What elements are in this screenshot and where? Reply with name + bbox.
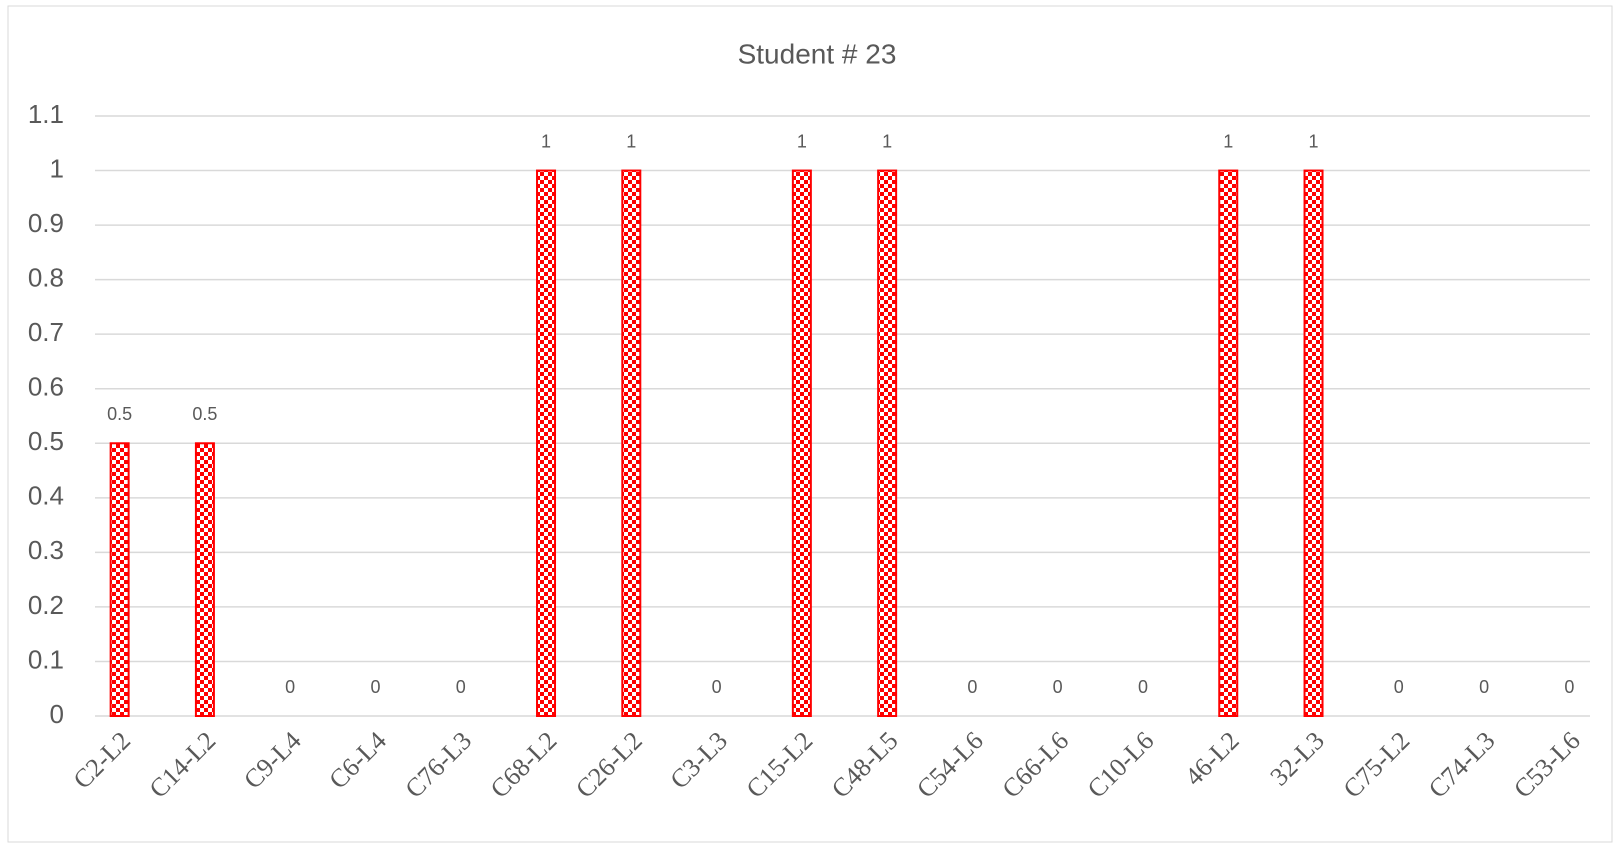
y-tick-label: 0.6 <box>28 372 64 402</box>
data-label: 1 <box>882 131 892 151</box>
bar <box>1303 169 1324 717</box>
y-tick-label: 0 <box>50 699 64 729</box>
data-label: 0 <box>1053 677 1063 697</box>
y-tick-label: 0.4 <box>28 481 64 511</box>
data-label: 0 <box>712 677 722 697</box>
bar <box>1218 169 1239 717</box>
data-label: 0 <box>285 677 295 697</box>
y-tick-label: 0.9 <box>28 208 64 238</box>
bar <box>109 442 130 717</box>
bar <box>536 169 557 717</box>
data-label: 0 <box>1479 677 1489 697</box>
data-label: 0 <box>1138 677 1148 697</box>
y-tick-label: 0.1 <box>28 644 64 674</box>
y-tick-label: 0.3 <box>28 535 64 565</box>
data-label: 1 <box>1223 131 1233 151</box>
y-tick-label: 1.1 <box>28 99 64 129</box>
bar <box>877 169 898 717</box>
data-label: 0.5 <box>192 404 217 424</box>
y-tick-label: 0.8 <box>28 263 64 293</box>
data-label: 1 <box>1309 131 1319 151</box>
data-label: 0 <box>1394 677 1404 697</box>
bar <box>194 442 215 717</box>
data-label: 0 <box>1564 677 1574 697</box>
data-label: 1 <box>797 131 807 151</box>
bar <box>791 169 812 717</box>
data-label: 0.5 <box>107 404 132 424</box>
y-tick-label: 1 <box>50 153 64 183</box>
y-tick-label: 0.2 <box>28 590 64 620</box>
data-label: 0 <box>967 677 977 697</box>
y-tick-label: 0.5 <box>28 426 64 456</box>
data-label: 1 <box>541 131 551 151</box>
data-label: 1 <box>626 131 636 151</box>
bar <box>621 169 642 717</box>
data-label: 0 <box>370 677 380 697</box>
y-tick-label: 0.7 <box>28 317 64 347</box>
chart-title: Student # 23 <box>738 38 897 69</box>
data-label: 0 <box>456 677 466 697</box>
